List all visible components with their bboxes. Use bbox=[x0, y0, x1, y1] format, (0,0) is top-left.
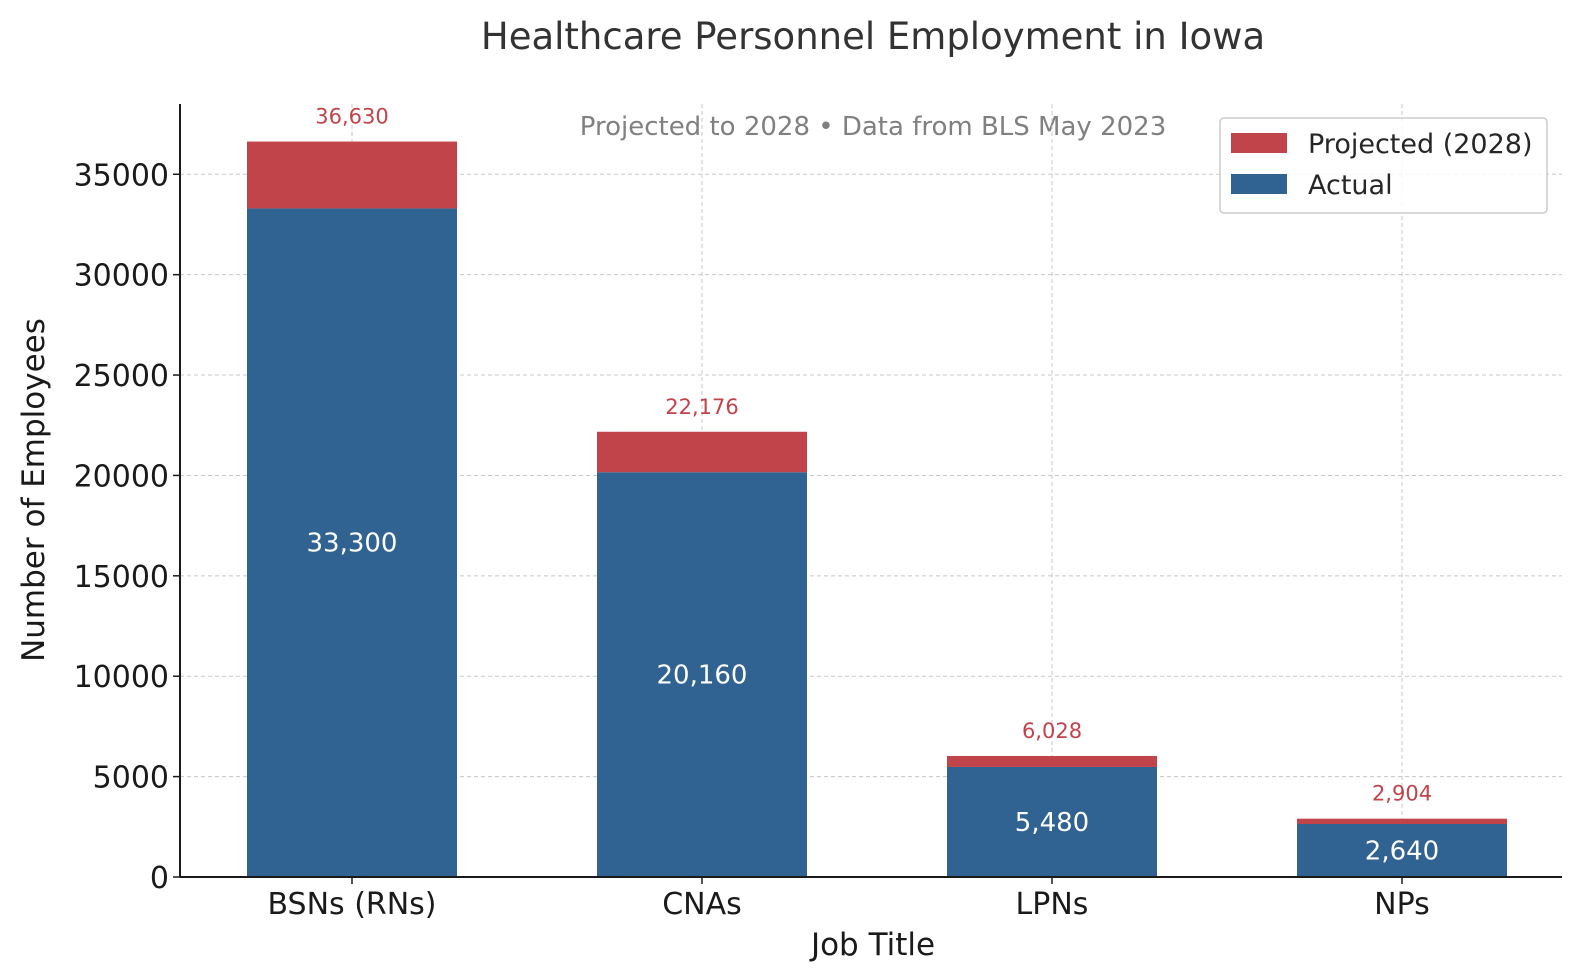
y-tick-label: 30000 bbox=[74, 259, 169, 294]
bar-actual bbox=[247, 208, 457, 877]
y-axis-title: Number of Employees bbox=[16, 318, 52, 662]
projected-value-label: 2,904 bbox=[1372, 782, 1432, 806]
legend-label: Actual bbox=[1308, 170, 1393, 201]
bar-projected bbox=[247, 141, 457, 209]
y-tick-label: 10000 bbox=[74, 660, 169, 695]
bar-actual bbox=[597, 472, 807, 877]
legend-label: Projected (2028) bbox=[1308, 129, 1533, 160]
x-tick-label: NPs bbox=[1374, 887, 1430, 922]
bar-projected bbox=[947, 755, 1157, 767]
x-axis-title: Job Title bbox=[809, 927, 935, 963]
legend-swatch bbox=[1231, 133, 1287, 153]
legend-box bbox=[1219, 117, 1548, 214]
y-tick-label: 0 bbox=[150, 861, 169, 896]
y-tick-label: 25000 bbox=[74, 359, 169, 394]
projected-value-label: 22,176 bbox=[665, 395, 738, 419]
projected-value-label: 36,630 bbox=[315, 105, 388, 129]
y-tick-label: 20000 bbox=[74, 459, 169, 494]
actual-value-label: 5,480 bbox=[1015, 808, 1089, 838]
actual-value-label: 20,160 bbox=[657, 661, 748, 691]
chart-title: Healthcare Personnel Employment in Iowa bbox=[481, 15, 1265, 58]
chart-subtitle: Projected to 2028 • Data from BLS May 20… bbox=[580, 112, 1167, 142]
data-labels-layer: 36,630 33,300 22,176 20,160 6,028 5,480 2,904 2… bbox=[307, 105, 1440, 867]
bar-projected bbox=[597, 431, 807, 473]
y-tick-label: 15000 bbox=[74, 560, 169, 595]
bar-projected bbox=[1297, 818, 1507, 824]
bar-actual bbox=[947, 766, 1157, 877]
bars-layer bbox=[247, 141, 1507, 877]
projected-value-label: 6,028 bbox=[1022, 719, 1082, 743]
actual-value-label: 2,640 bbox=[1365, 836, 1439, 866]
y-tick-label: 35000 bbox=[74, 158, 169, 193]
bar-actual bbox=[1297, 823, 1507, 877]
x-tick-label: BSNs (RNs) bbox=[267, 887, 436, 922]
x-tick-label: CNAs bbox=[662, 887, 742, 922]
y-tick-label: 5000 bbox=[93, 761, 169, 796]
legend[interactable]: Projected (2028) Actual bbox=[1219, 117, 1548, 214]
x-tick-label: LPNs bbox=[1016, 887, 1089, 922]
legend-swatch bbox=[1231, 174, 1287, 194]
axes-layer: 0 5000 10000 15000 20000 25000 30000 35000 BSNs … bbox=[74, 104, 1562, 922]
actual-value-label: 33,300 bbox=[307, 529, 398, 559]
